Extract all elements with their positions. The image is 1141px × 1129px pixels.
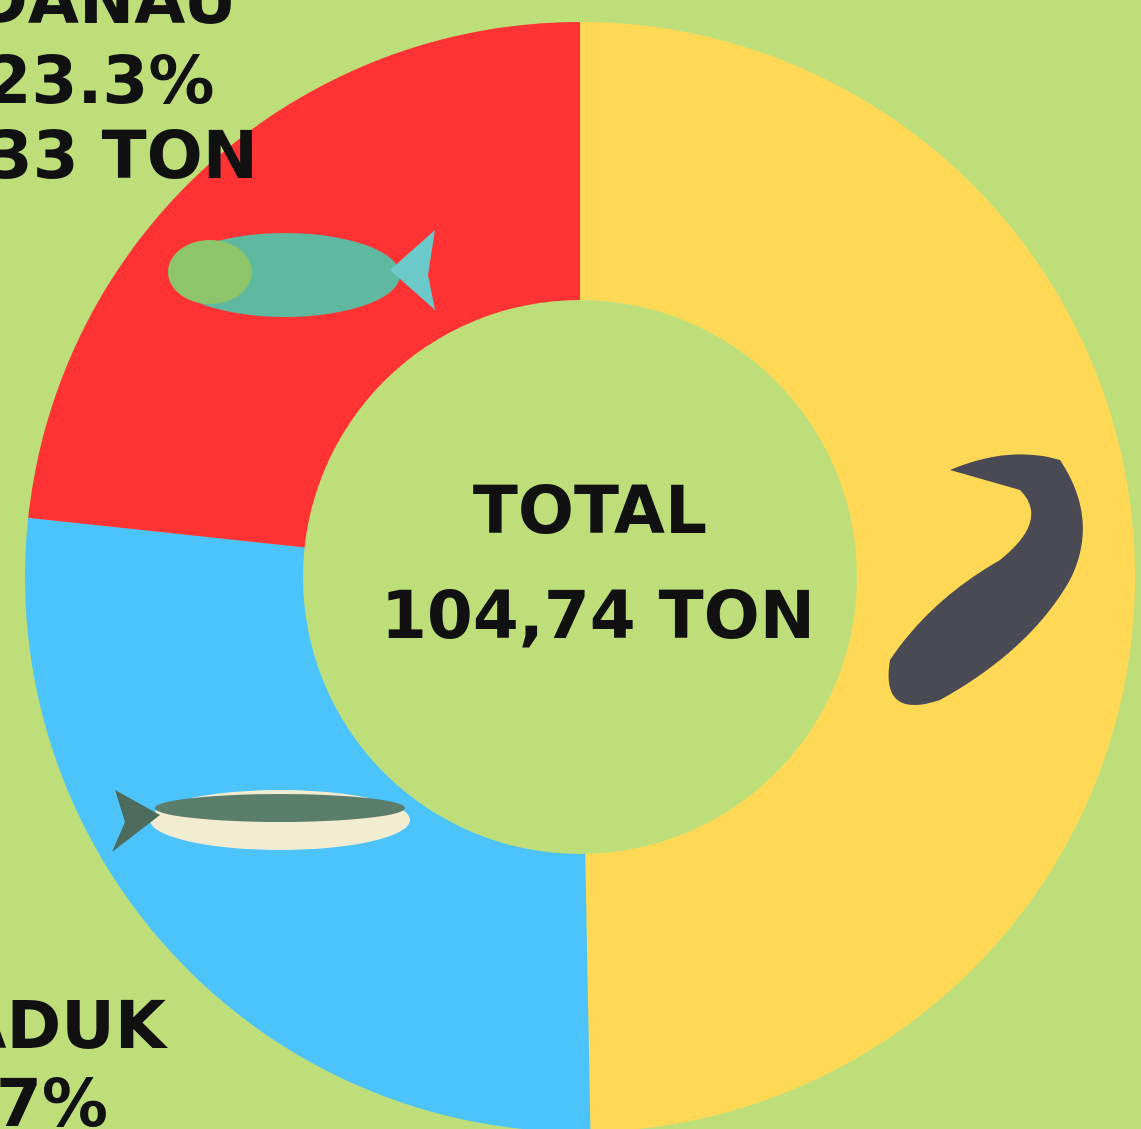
segment-annotation: 24,33 TON xyxy=(0,117,258,194)
segment-value-label: 23.3% xyxy=(0,42,214,119)
donut-hole xyxy=(303,300,857,854)
parrotfish-icon xyxy=(168,230,435,317)
segment-value-label: 27% xyxy=(0,1065,108,1129)
donut-segment xyxy=(580,22,1135,1129)
center-label: 104,74 TON xyxy=(381,577,815,654)
segment-label: DANAU xyxy=(0,0,237,39)
segment-label: WADUK xyxy=(0,987,169,1064)
catfish-icon xyxy=(888,454,1083,705)
cod-icon xyxy=(112,790,410,852)
center-label: TOTAL xyxy=(473,472,707,549)
